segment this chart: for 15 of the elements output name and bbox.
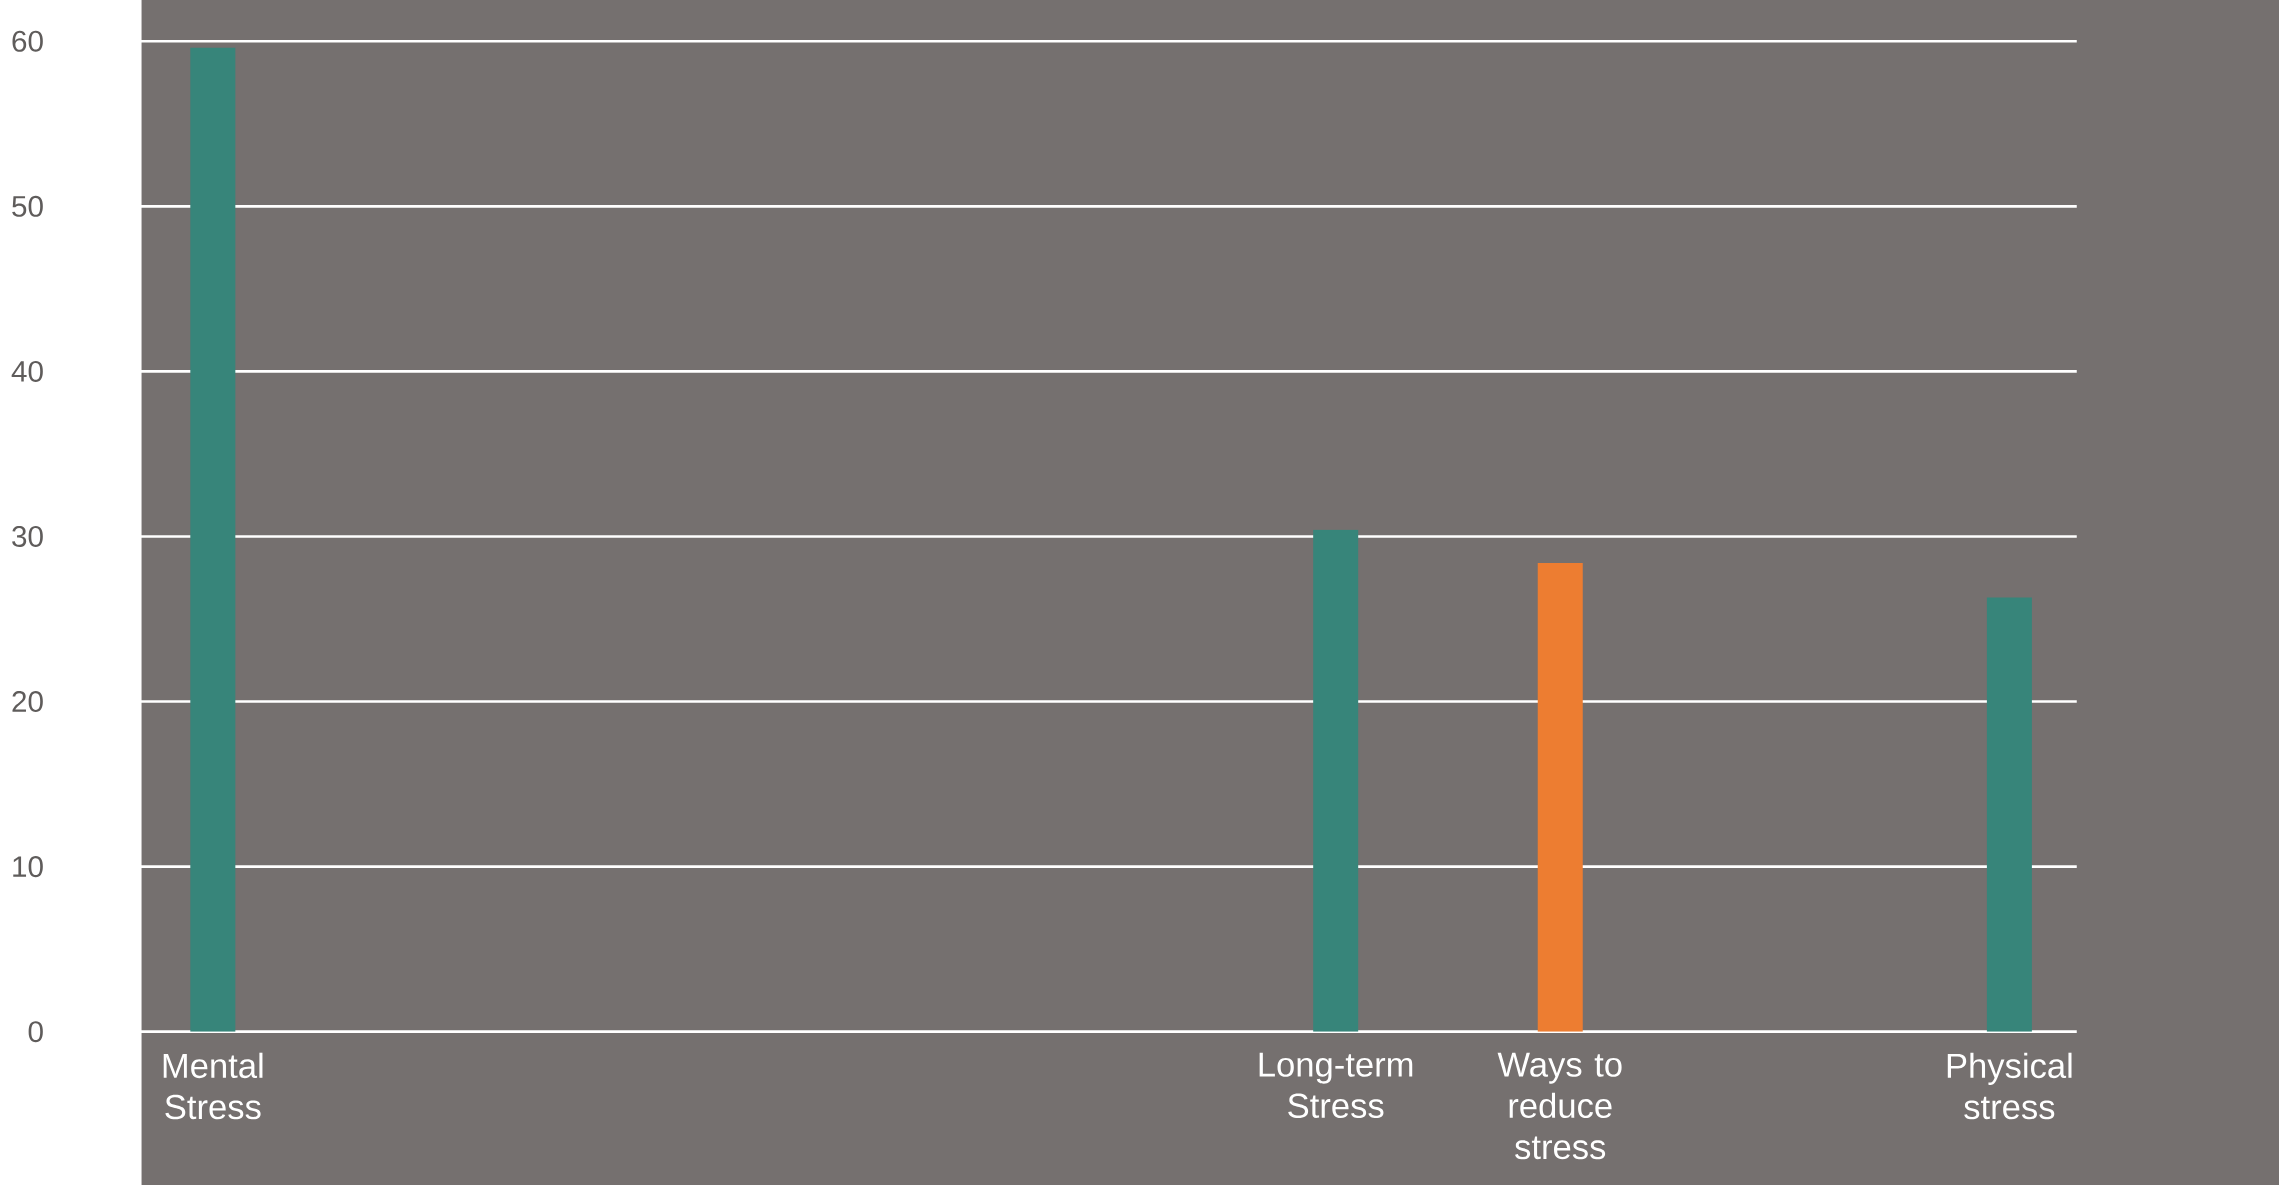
y-tick-label: 50 xyxy=(12,195,43,217)
y-tick-label: 0 xyxy=(28,1020,43,1042)
x-tick-label: Long-term Stress xyxy=(1259,1052,1413,1118)
y-tick-label: 60 xyxy=(12,30,43,52)
bar xyxy=(1313,529,1359,1032)
bar xyxy=(1537,562,1583,1032)
bar xyxy=(1986,597,2032,1032)
y-tick-label: 30 xyxy=(12,525,43,547)
x-tick-label: Mental Stress xyxy=(163,1052,263,1120)
y-tick-label: 40 xyxy=(11,360,43,382)
bar xyxy=(190,47,236,1032)
y-tick-label: 20 xyxy=(12,690,43,712)
y-tick-label: 10 xyxy=(13,855,43,877)
x-tick-label: Physical stress xyxy=(1947,1052,2072,1120)
x-tick-label: Ways to reduce stress xyxy=(1497,1052,1622,1160)
